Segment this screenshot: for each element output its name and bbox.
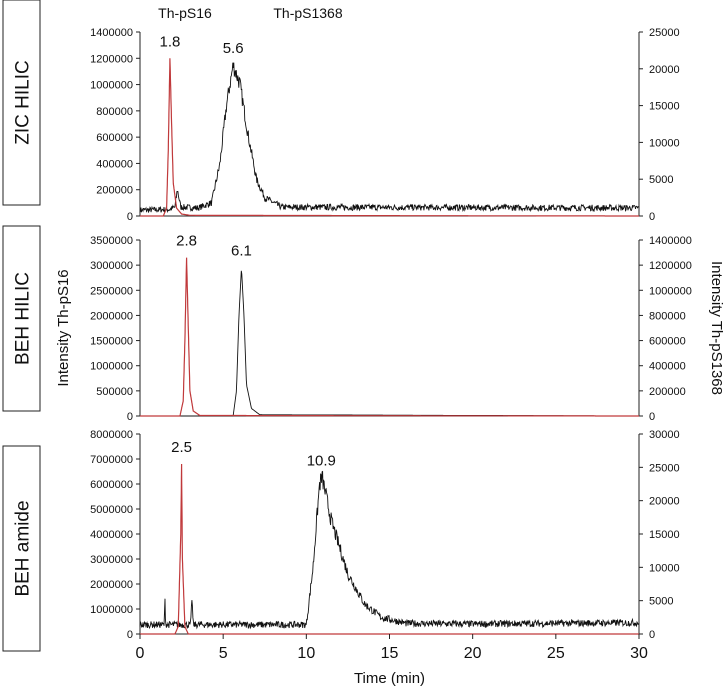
left-y-tick-label: 1400000: [90, 27, 133, 39]
peak-label: 2.8: [176, 233, 197, 250]
peak-label: 2.5: [171, 439, 192, 456]
left-y-tick-label: 200000: [96, 185, 133, 197]
series-line-th-ps16: [140, 58, 639, 217]
legend-label-th-ps16: Th-pS16: [158, 5, 212, 21]
left-y-tick-label: 3000000: [90, 554, 133, 566]
peak-label: 1.8: [160, 33, 181, 50]
right-y-tick-label: 5000: [649, 174, 673, 186]
right-y-tick-label: 0: [649, 629, 655, 641]
panel-label-box: [2, 225, 41, 412]
left-y-tick-label: 7000000: [90, 454, 133, 466]
right-y-tick-label: 25000: [649, 27, 680, 39]
right-y-tick-label: 200000: [649, 386, 686, 398]
right-y-tick-label: 1200000: [649, 260, 692, 272]
x-tick-label: 20: [464, 645, 482, 662]
left-y-tick-label: 1000000: [90, 80, 133, 92]
left-y-tick-label: 1500000: [90, 336, 133, 348]
right-y-tick-label: 20000: [649, 496, 680, 508]
x-tick-label: 25: [547, 645, 565, 662]
series-line-th-ps1368: [139, 470, 640, 630]
left-y-tick-label: 4000000: [90, 529, 133, 541]
x-tick-label: 30: [630, 645, 648, 662]
right-y-tick-label: 0: [649, 211, 655, 223]
right-y-tick-label: 800000: [649, 310, 686, 322]
left-y-tick-label: 0: [127, 629, 133, 641]
panel-label: ZIC HILIC: [13, 60, 34, 144]
left-y-tick-label: 8000000: [90, 429, 133, 441]
x-axis-title: Time (min): [354, 670, 425, 687]
left-y-tick-label: 2000000: [90, 579, 133, 591]
right-y-tick-label: 600000: [649, 336, 686, 348]
right-y-axis-title: Intensity Th-pS1368: [708, 261, 725, 395]
left-y-tick-label: 500000: [96, 386, 133, 398]
left-y-tick-label: 0: [127, 211, 133, 223]
left-y-axis-title: Intensity Th-pS16: [55, 269, 72, 386]
peak-label: 6.1: [231, 243, 252, 260]
left-y-tick-label: 3000000: [90, 260, 133, 272]
x-tick-label: 5: [219, 645, 228, 662]
right-y-tick-label: 5000: [649, 596, 673, 608]
right-y-tick-label: 15000: [649, 101, 680, 113]
series-line-th-ps16: [140, 463, 639, 635]
left-y-tick-label: 3500000: [90, 235, 133, 247]
right-y-tick-label: 25000: [649, 462, 680, 474]
left-y-tick-label: 2500000: [90, 285, 133, 297]
right-y-tick-label: 10000: [649, 562, 680, 574]
x-tick-label: 10: [297, 645, 315, 662]
left-y-tick-label: 5000000: [90, 504, 133, 516]
right-y-tick-label: 400000: [649, 361, 686, 373]
left-y-tick-label: 1000000: [90, 361, 133, 373]
peak-label: 5.6: [223, 40, 244, 57]
peak-label: 10.9: [307, 452, 336, 469]
left-y-tick-label: 2000000: [90, 310, 133, 322]
panel-label-box: [2, 0, 41, 206]
left-y-tick-label: 400000: [96, 158, 133, 170]
left-y-tick-label: 600000: [96, 132, 133, 144]
series-line-th-ps16: [140, 257, 639, 417]
series-line-th-ps1368: [139, 62, 640, 214]
panel-label-box: [2, 445, 41, 652]
panel-label: BEH amide: [13, 500, 34, 596]
x-tick-label: 0: [136, 645, 145, 662]
series-line-th-ps1368: [140, 270, 639, 417]
right-y-tick-label: 30000: [649, 429, 680, 441]
x-tick-label: 15: [381, 645, 399, 662]
left-y-tick-label: 0: [127, 411, 133, 423]
right-y-tick-label: 15000: [649, 529, 680, 541]
legend-label-th-ps1368: Th-pS1368: [273, 5, 342, 21]
right-y-tick-label: 0: [649, 411, 655, 423]
left-y-tick-label: 800000: [96, 106, 133, 118]
panel-label: BEH HILIC: [13, 272, 34, 365]
left-y-tick-label: 1000000: [90, 604, 133, 616]
right-y-tick-label: 10000: [649, 137, 680, 149]
right-y-tick-label: 20000: [649, 64, 680, 76]
left-y-tick-label: 1200000: [90, 53, 133, 65]
left-y-tick-label: 6000000: [90, 479, 133, 491]
right-y-tick-label: 1400000: [649, 235, 692, 247]
right-y-tick-label: 1000000: [649, 285, 692, 297]
